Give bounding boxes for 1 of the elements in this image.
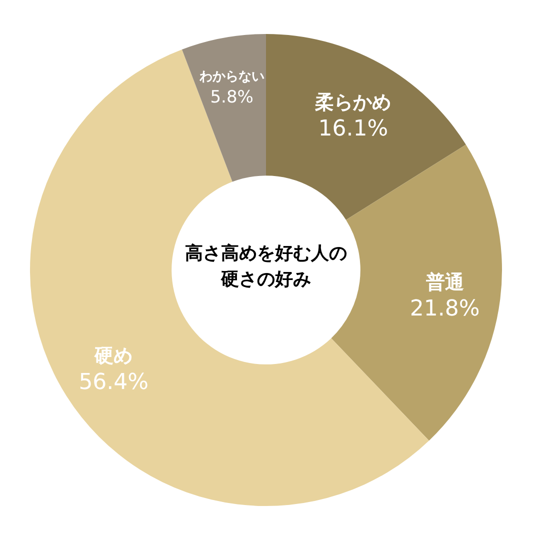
title: 高さ高めを好む人の硬さの好み xyxy=(185,243,347,290)
